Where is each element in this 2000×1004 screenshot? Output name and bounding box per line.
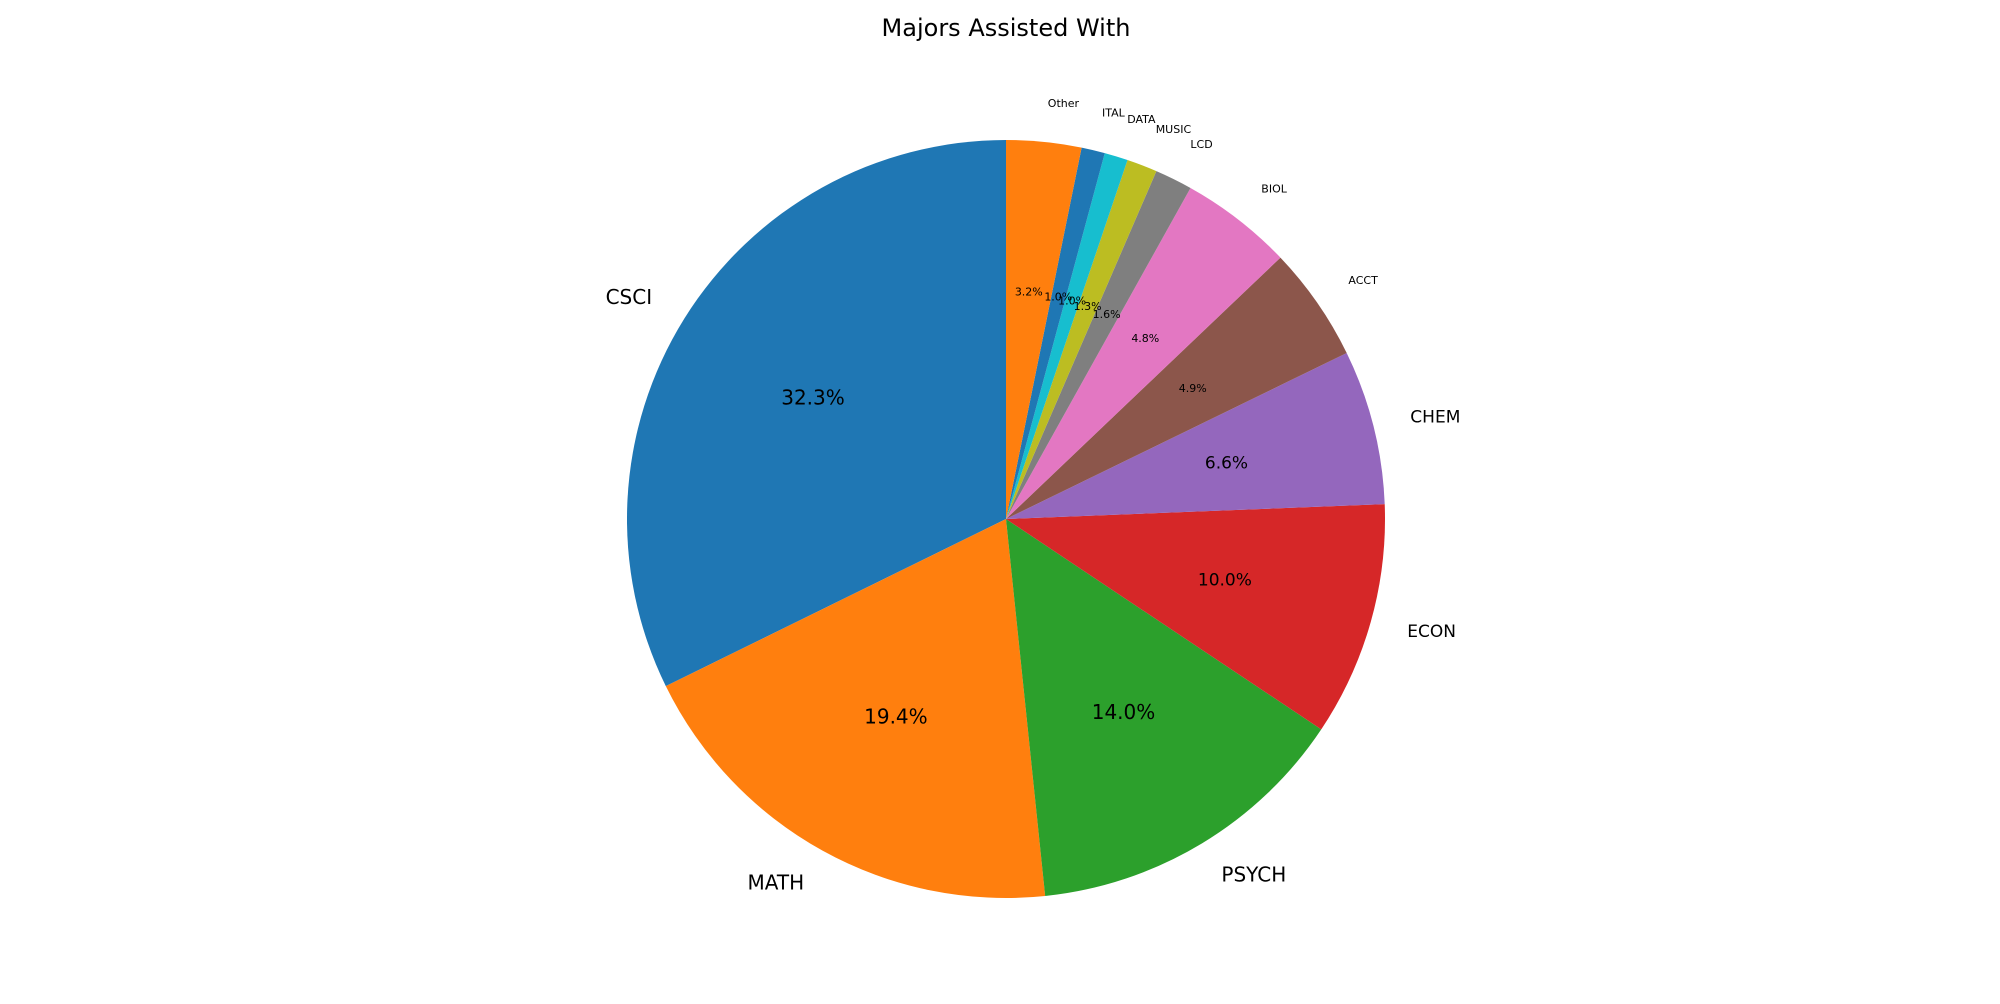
category-label-psych: PSYCH (1221, 862, 1286, 886)
pie-slice-data (1006, 153, 1128, 519)
category-label-csci: CSCI (606, 285, 653, 309)
chart-title: Majors Assisted With (882, 14, 1131, 42)
category-label-lcd: LCD (1190, 138, 1212, 151)
percent-labels: 32.3% 19.4% 14.0% 10.0% 6.6% 4.9% 4.8% 1.6%1.3%… (781, 286, 1252, 729)
percent-label-data: 1.0% (1058, 294, 1086, 307)
percent-label-acct: 4.9% (1179, 382, 1207, 395)
percent-label-music: 1.3% (1074, 300, 1102, 313)
category-labels: CSCI MATH PSYCH ECON CHEM ACCT BIOL LCD MUSICDAT… (606, 97, 1461, 894)
pie-slices (626, 139, 1386, 899)
pie-slice-biol (1006, 187, 1281, 519)
category-label-biol: BIOL (1261, 182, 1287, 195)
category-label-other: Other (1048, 97, 1080, 110)
percent-label-other: 3.2% (1015, 286, 1043, 299)
percent-label-csci: 32.3% (781, 385, 845, 409)
pie-slice-psych (1006, 519, 1322, 896)
category-label-math: MATH (748, 870, 805, 894)
percent-label-math: 19.4% (864, 705, 928, 729)
pie-slice-lcd (1006, 171, 1191, 520)
pie-slice-other (1006, 140, 1082, 519)
category-label-ital: ITAL (1102, 106, 1126, 119)
category-label-acct: ACCT (1348, 274, 1378, 287)
percent-label-ital: 1.0% (1044, 291, 1072, 304)
percent-label-econ: 10.0% (1198, 571, 1252, 591)
category-label-chem: CHEM (1410, 407, 1460, 427)
percent-label-biol: 4.8% (1131, 332, 1159, 345)
pie-slice-econ (1006, 504, 1386, 730)
pie-slice-csci (626, 139, 1006, 687)
category-label-econ: ECON (1407, 622, 1456, 642)
pie-slice-chem (1006, 352, 1385, 519)
percent-label-lcd: 1.6% (1093, 308, 1121, 321)
pie-slice-ital (1006, 147, 1105, 519)
percent-label-chem: 6.6% (1205, 454, 1248, 474)
pie-slice-acct (1006, 257, 1347, 519)
category-label-music: MUSIC (1156, 123, 1192, 136)
percent-label-psych: 14.0% (1092, 700, 1156, 724)
pie-slice-music (1006, 160, 1157, 519)
category-label-data: DATA (1127, 113, 1156, 126)
pie-slice-math (665, 519, 1046, 899)
